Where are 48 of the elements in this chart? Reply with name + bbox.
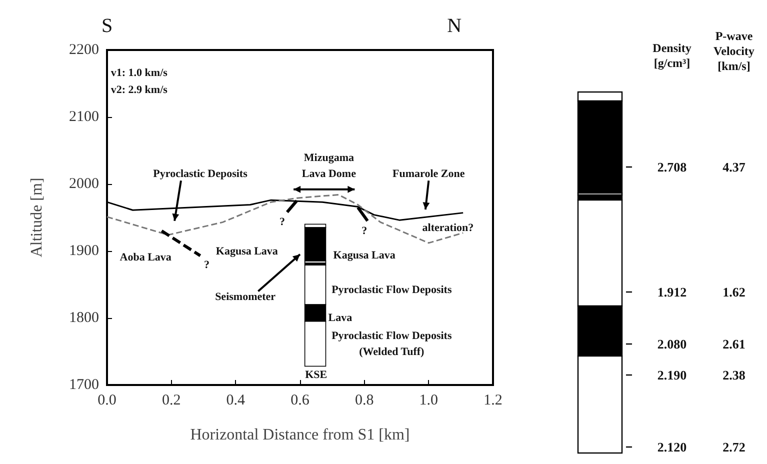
text: Density [g/cm³]	[652, 41, 692, 70]
annotation: v2: 2.9 km/s	[110, 84, 168, 96]
x-tick-label: 1.0	[419, 392, 438, 408]
text: 4.37	[722, 160, 746, 174]
annotation: Lava Dome	[302, 168, 356, 180]
annotation: alteration?	[422, 222, 474, 234]
x-tick-label: 0.8	[354, 392, 374, 408]
text: 2.61	[722, 336, 746, 352]
y-tick-label: 2000	[69, 176, 99, 192]
annotation: ?	[280, 216, 286, 228]
y-tick-label: 1900	[69, 243, 99, 259]
annotation: Mizugama	[304, 152, 354, 164]
text: 2.080	[657, 336, 687, 352]
annotation: Pyroclastic Deposits	[153, 168, 248, 180]
y-axis-title: Altitude [m]	[28, 178, 46, 258]
annotation: Kagusa Lava	[216, 246, 278, 258]
text: 1.62	[722, 284, 746, 300]
annotation: ?	[204, 259, 210, 272]
x-tick-label: 0.4	[226, 392, 246, 408]
text: N	[447, 15, 462, 37]
annotation: Lava	[328, 312, 353, 324]
x-tick-label: 0.0	[98, 392, 116, 408]
text: 2.120	[657, 440, 687, 454]
annotation: v1: 1.0 km/s	[110, 66, 168, 79]
text: 2.38	[722, 368, 746, 382]
y-tick-label: 2100	[69, 109, 99, 125]
text: 2.708	[657, 160, 688, 174]
x-tick-label: 0.6	[290, 392, 310, 408]
annotation: Pyroclastic Flow Deposits	[332, 330, 452, 342]
text: 2.190	[657, 368, 687, 382]
annotation: Aoba Lava	[120, 252, 172, 264]
y-tick-label: 1700	[69, 377, 99, 393]
annotation: Kagusa Lava	[333, 250, 396, 262]
x-tick-label: 0.2	[162, 392, 181, 408]
x-tick-label: 1.2	[484, 392, 502, 408]
y-tick-label: 1800	[69, 310, 99, 326]
annotation: ?	[362, 224, 368, 237]
text: 1.912	[657, 284, 687, 300]
annotation: Fumarole Zone	[392, 168, 465, 180]
y-tick-label: 2200	[69, 42, 99, 58]
annotation: KSE	[305, 368, 328, 381]
text: 2.72	[722, 440, 746, 454]
annotation: Pyroclastic Flow Deposits	[332, 284, 452, 296]
text: P-wave Velocity [km/s]	[714, 29, 754, 73]
annotation: Seismometer	[215, 291, 276, 304]
text: S	[101, 15, 113, 37]
x-axis-title: Horizontal Distance from S1 [km]	[190, 426, 410, 444]
annotation: (Welded Tuff)	[359, 346, 425, 358]
